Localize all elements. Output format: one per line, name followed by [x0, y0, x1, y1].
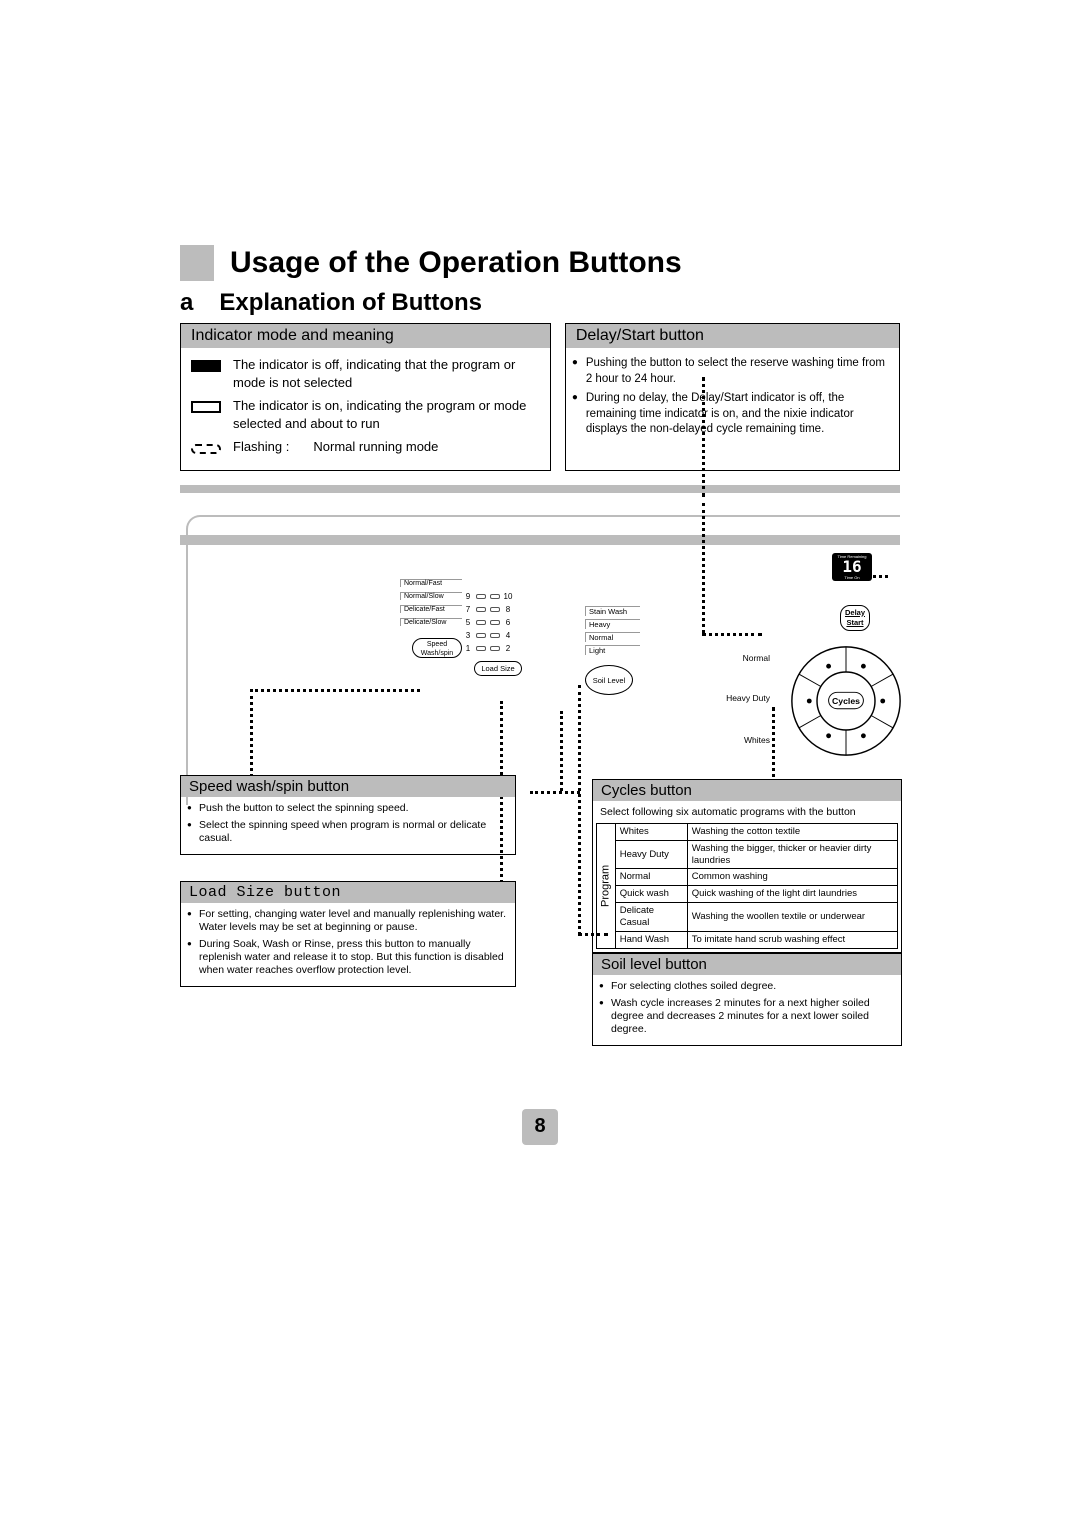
speed-box: Speed wash/spin button Push the button t… [180, 775, 516, 855]
speed-label: Normal/Slow [400, 592, 462, 600]
subtitle: Explanation of Buttons [219, 289, 482, 317]
indicator-body: The indicator is off, indicating that th… [181, 348, 550, 470]
load-b2: During Soak, Wash or Rinse, press this b… [187, 938, 509, 977]
soil-block: Stain Wash Heavy Normal Light Soil Level [585, 605, 640, 695]
cycles-intro: Select following six automatic programs … [596, 804, 898, 823]
leader [702, 377, 705, 497]
leader [560, 711, 563, 791]
cycles-box-header: Cycles button [593, 780, 901, 801]
delay-panel: Delay/Start button Pushing the button to… [565, 323, 900, 471]
title-chip [180, 245, 214, 281]
leader [250, 689, 253, 783]
page-number: 8 [522, 1109, 558, 1145]
load-box-header: Load Size button [181, 882, 515, 903]
soil-level-button[interactable]: Soil Level [585, 665, 633, 695]
control-diagram: Normal/Fast Normal/Slow910 Delicate/Fast… [180, 485, 900, 805]
leader [530, 791, 580, 794]
speed-b2: Select the spinning speed when program i… [187, 819, 509, 845]
delay-bullet-2: During no delay, the Delay/Start indicat… [576, 391, 889, 438]
indicator-header: Indicator mode and meaning [181, 324, 550, 348]
indicator-off-icon [191, 360, 221, 372]
load-grid: Normal/Fast Normal/Slow910 Delicate/Fast… [400, 577, 522, 676]
cycles-dial[interactable]: Cycles [788, 643, 904, 759]
top-panels: Indicator mode and meaning The indicator… [180, 323, 900, 471]
cycle-label-normal: Normal [710, 653, 770, 663]
speed-label: Delicate/Slow [400, 618, 462, 626]
indicator-on-icon [191, 401, 221, 413]
indicator-on-text: The indicator is on, indicating the prog… [233, 397, 540, 432]
leader [772, 707, 775, 785]
load-b1: For setting, changing water level and ma… [187, 908, 509, 934]
main-title: Usage of the Operation Buttons [230, 246, 682, 280]
subtitle-letter: a [180, 289, 193, 317]
cycle-label-heavy: Heavy Duty [710, 693, 770, 703]
program-col: Program [597, 823, 616, 948]
page: Usage of the Operation Buttons a Explana… [180, 245, 900, 1527]
delay-body: Pushing the button to select the reserve… [566, 348, 899, 450]
cycle-label-whites: Whites [710, 735, 770, 745]
speed-button[interactable]: Speed Wash/spin [412, 638, 462, 658]
indicator-flash-icon [191, 444, 221, 454]
indicator-panel: Indicator mode and meaning The indicator… [180, 323, 551, 471]
leader [702, 503, 705, 633]
subtitle-row: a Explanation of Buttons [180, 289, 900, 317]
title-row: Usage of the Operation Buttons [180, 245, 900, 281]
soil-box-header: Soil level button [593, 954, 901, 975]
delay-start-button[interactable]: Delay Start [840, 605, 870, 631]
delay-bullet-1: Pushing the button to select the reserve… [576, 356, 889, 387]
delay-header: Delay/Start button [566, 324, 899, 348]
load-box: Load Size button For setting, changing w… [180, 881, 516, 988]
speed-label: Normal/Fast [400, 579, 462, 587]
soil-box: Soil level button For selecting clothes … [592, 953, 902, 1047]
speed-box-header: Speed wash/spin button [181, 776, 515, 797]
lower-boxes: Speed wash/spin button Push the button t… [180, 805, 900, 1125]
leader [250, 689, 420, 692]
program-table: Program WhitesWashing the cotton textile… [596, 823, 898, 949]
svg-text:Cycles: Cycles [832, 696, 860, 706]
cycles-box: Cycles button Select following six autom… [592, 779, 902, 953]
soil-b1: For selecting clothes soiled degree. [599, 980, 895, 993]
indicator-flash-label: Flashing : [233, 438, 289, 456]
indicator-flash-text: Normal running mode [313, 438, 438, 456]
speed-label: Delicate/Fast [400, 605, 462, 613]
indicator-off-text: The indicator is off, indicating that th… [233, 356, 540, 391]
speed-b1: Push the button to select the spinning s… [187, 802, 509, 815]
leader [702, 633, 762, 636]
display: Time Remaining 16 Time On [832, 553, 872, 581]
soil-b2: Wash cycle increases 2 minutes for a nex… [599, 997, 895, 1036]
load-size-button[interactable]: Load Size [474, 661, 522, 676]
